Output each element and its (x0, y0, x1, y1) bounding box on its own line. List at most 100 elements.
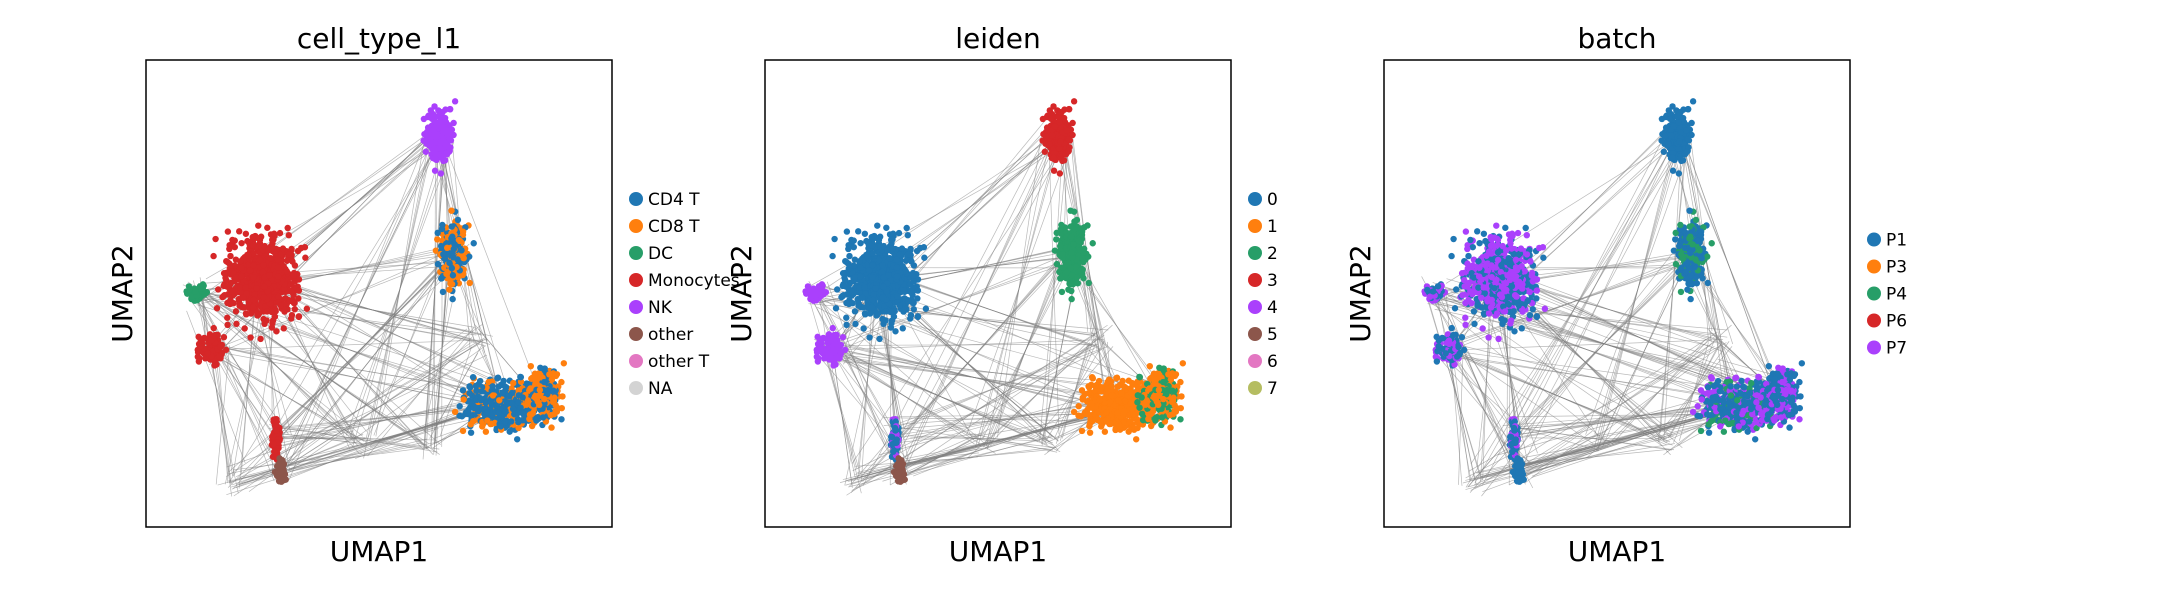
scatter-point (283, 268, 290, 275)
scatter-point (896, 302, 903, 309)
graph-edge (213, 347, 275, 436)
scatter-point (1070, 241, 1077, 248)
scatter-point (230, 299, 237, 307)
scatter-point (274, 273, 282, 280)
scatter-point (192, 288, 199, 295)
scatter-point (434, 260, 442, 268)
scatter-point (437, 118, 444, 126)
scatter-point (224, 228, 232, 235)
scatter-point (261, 320, 268, 328)
scatter-point (277, 302, 284, 309)
scatter-point (496, 397, 503, 404)
legend-entry: DC (629, 244, 673, 264)
scatter-point (1113, 374, 1121, 381)
scatter-point (893, 264, 901, 271)
scatter-point (848, 236, 855, 244)
scatter-point (477, 396, 484, 404)
legend-marker (629, 354, 643, 368)
graph-edge (205, 339, 488, 351)
scatter-point (250, 250, 257, 257)
legend-label: other (648, 325, 693, 345)
scatter-point (889, 245, 896, 252)
scatter-point (866, 310, 874, 317)
scatter-point (223, 283, 230, 290)
legend-label: CD4 T (648, 190, 700, 210)
scatter-point (485, 378, 492, 386)
scatter-point (1058, 288, 1066, 296)
scatter-point (1096, 396, 1103, 404)
scatter-point (204, 350, 211, 357)
scatter-point (449, 272, 457, 279)
scatter-point (1170, 410, 1177, 418)
scatter-point (458, 247, 465, 254)
scatter-point (1067, 280, 1075, 288)
scatter-point (249, 242, 257, 249)
scatter-point (551, 410, 558, 418)
scatter-point (917, 244, 924, 252)
scatter-point (861, 230, 869, 237)
graph-edge (806, 289, 989, 448)
scatter-point (1068, 295, 1075, 303)
scatter-point (899, 325, 906, 332)
scatter-point (532, 381, 539, 388)
scatter-point (1056, 118, 1063, 126)
graph-edge (895, 446, 1055, 468)
legend-entry: NK (629, 298, 673, 318)
scatter-point (196, 283, 204, 290)
scatter-point (856, 273, 864, 280)
scatter-point (860, 325, 867, 332)
scatter-point (217, 343, 224, 351)
scatter-point (460, 396, 467, 403)
scatter-point (210, 252, 217, 260)
scatter-point (197, 343, 204, 350)
scatter-point (224, 321, 231, 329)
scatter-point (1067, 223, 1074, 230)
scatter-point (274, 256, 282, 263)
scatter-point (1173, 405, 1181, 412)
scatter-point (459, 427, 467, 435)
scatter-point (1086, 429, 1094, 436)
scatter-point (271, 448, 278, 455)
graph-edge (373, 263, 441, 436)
scatter-point (1155, 386, 1163, 394)
scatter-point (285, 251, 293, 258)
scatter-point (814, 358, 822, 365)
scatter-point (446, 259, 453, 267)
scatter-point (465, 411, 473, 418)
scatter-point (250, 273, 257, 281)
scatter-point (1067, 207, 1074, 214)
scatter-point (506, 428, 513, 435)
graph-edge (440, 134, 541, 397)
scatter-point (887, 236, 895, 244)
scatter-point (290, 272, 297, 279)
scatter-point (1073, 216, 1081, 224)
scatter-point (222, 346, 230, 354)
scatter-point (1085, 384, 1093, 391)
scatter-point (420, 115, 428, 123)
scatter-point (907, 311, 915, 319)
scatter-point (829, 324, 836, 332)
scatter-point (454, 274, 462, 281)
scatter-point (260, 293, 268, 301)
scatter-point (295, 295, 302, 302)
scatter-point (229, 288, 236, 295)
scatter-point (459, 271, 466, 279)
legend-label: other T (648, 352, 710, 372)
scatter-point (904, 251, 912, 258)
scatter-point (836, 343, 843, 351)
scatter-point (1134, 418, 1141, 426)
scatter-point (298, 244, 305, 252)
scatter-point (852, 320, 859, 328)
legend-entry: other (629, 325, 693, 345)
scatter-point (502, 407, 509, 415)
scatter-point (1068, 272, 1076, 279)
scatter-point (1050, 167, 1058, 174)
scatter-point (1156, 364, 1163, 371)
scatter-point (1089, 417, 1096, 425)
scatter-point (519, 410, 527, 418)
scatter-point (431, 167, 439, 174)
scatter-point (431, 103, 438, 110)
scatter-point (1065, 136, 1073, 143)
scatter-point (479, 423, 486, 430)
scatter-point (279, 245, 287, 252)
